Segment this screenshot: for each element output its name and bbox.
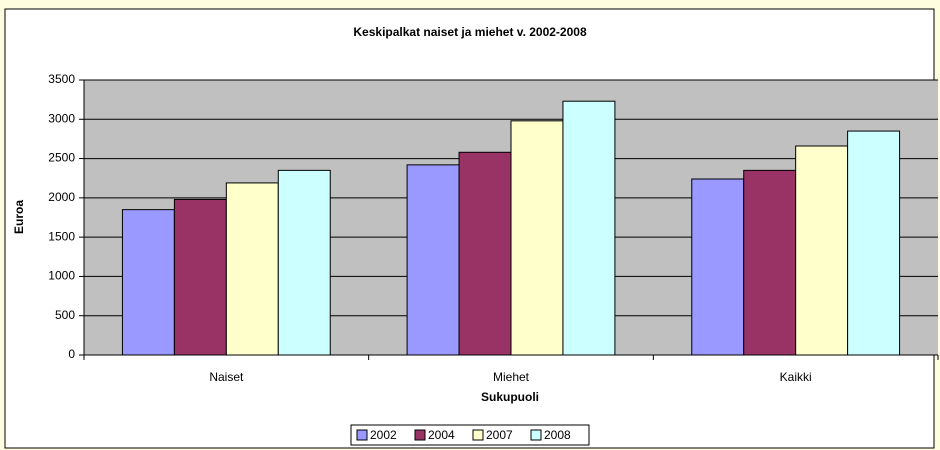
legend-swatch (414, 429, 426, 441)
x-tick-label: Naiset (209, 370, 244, 384)
bar (691, 178, 745, 356)
y-tick-label: 1000 (48, 269, 75, 283)
legend-label: 2002 (370, 428, 397, 442)
legend-label: 2008 (544, 428, 571, 442)
x-axis-label: Sukupuoli (481, 390, 539, 404)
legend-swatch (356, 429, 368, 441)
bar (510, 120, 564, 356)
bar (173, 198, 227, 356)
bar (562, 100, 616, 356)
y-tick-label: 0 (68, 347, 75, 361)
bar (743, 169, 797, 356)
y-tick-label: 500 (55, 308, 75, 322)
bar (458, 151, 512, 356)
y-tick-label: 3500 (48, 72, 75, 86)
bar (847, 130, 901, 356)
y-tick-label: 1500 (48, 229, 75, 243)
y-tick-label: 3000 (48, 111, 75, 125)
bar (225, 182, 279, 356)
y-tick-label: 2500 (48, 151, 75, 165)
bar (795, 145, 849, 356)
legend-label: 2007 (486, 428, 513, 442)
legend-label: 2004 (428, 428, 455, 442)
bar (121, 209, 175, 356)
bar (277, 169, 331, 356)
legend-swatch (530, 429, 542, 441)
x-tick-label: Miehet (493, 370, 530, 384)
chart-title: Keskipalkat naiset ja miehet v. 2002-200… (353, 25, 587, 39)
legend-swatch (472, 429, 484, 441)
y-axis-label: Euroa (12, 200, 26, 234)
y-tick-label: 2000 (48, 190, 75, 204)
legend-frame (350, 424, 590, 446)
x-tick-label: Kaikki (780, 370, 812, 384)
bar (406, 164, 460, 356)
